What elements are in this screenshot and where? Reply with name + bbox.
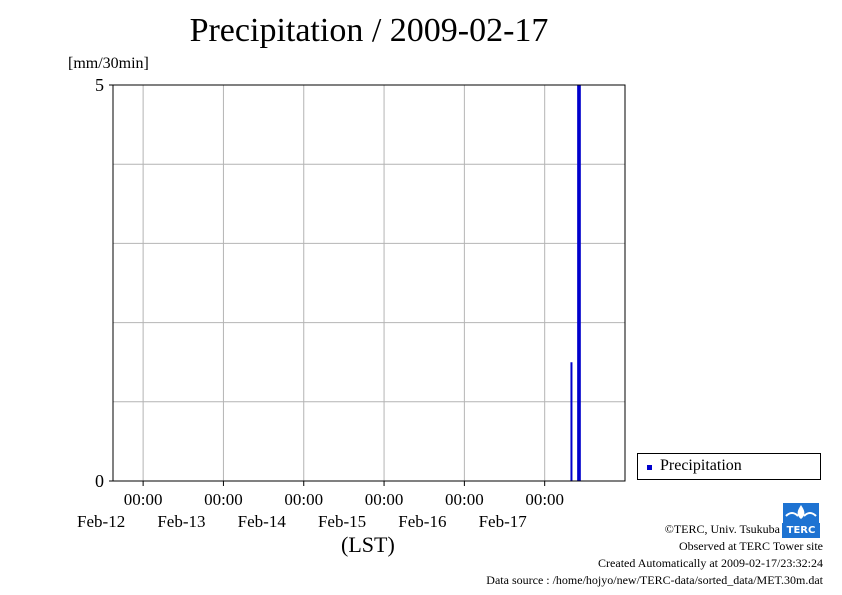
x-tick-date-label: Feb-14 xyxy=(238,512,287,531)
footer-observed-site: Observed at TERC Tower site xyxy=(678,539,823,553)
legend: Precipitation xyxy=(637,453,821,480)
x-tick-date-label: Feb-17 xyxy=(479,512,528,531)
terc-logo-text: TERC xyxy=(782,523,820,538)
x-tick-time-label: 00:00 xyxy=(284,490,323,509)
plot-frame xyxy=(112,84,626,482)
y-axis-unit-label: [mm/30min] xyxy=(68,55,149,72)
chart-title: Precipitation / 2009-02-17 xyxy=(189,12,549,49)
terc-logo-emblem xyxy=(783,503,819,523)
x-tick-time-label: 00:00 xyxy=(365,490,404,509)
y-tick-label: 0 xyxy=(95,471,104,491)
x-tick-date-label: Feb-15 xyxy=(318,512,366,531)
footer-data-source: Data source : /home/hojyo/new/TERC-data/… xyxy=(486,573,823,587)
legend-swatch-precipitation xyxy=(647,465,652,470)
terc-logo: TERC xyxy=(782,502,820,538)
x-tick-time-label: 00:00 xyxy=(124,490,163,509)
x-tick-date-label: Feb-12 xyxy=(77,512,125,531)
x-tick-time-label: 00:00 xyxy=(445,490,484,509)
footer-created-time: Created Automatically at 2009-02-17/23:3… xyxy=(598,556,823,570)
tick-layer: 0 5 00:00 Feb-12 00:00 Feb-13 00:00 Feb-14 00:00… xyxy=(77,75,564,531)
y-tick-label: 5 xyxy=(95,75,104,95)
x-tick-date-label: Feb-13 xyxy=(157,512,205,531)
x-axis-label: (LST) xyxy=(341,532,395,557)
bar-layer xyxy=(570,85,581,481)
legend-label-precipitation: Precipitation xyxy=(660,457,742,474)
footer-copyright: ©TERC, Univ. Tsukuba xyxy=(664,522,780,536)
grid-layer xyxy=(113,85,625,481)
x-tick-time-label: 00:00 xyxy=(525,490,564,509)
x-tick-date-label: Feb-16 xyxy=(398,512,446,531)
x-tick-time-label: 00:00 xyxy=(204,490,243,509)
